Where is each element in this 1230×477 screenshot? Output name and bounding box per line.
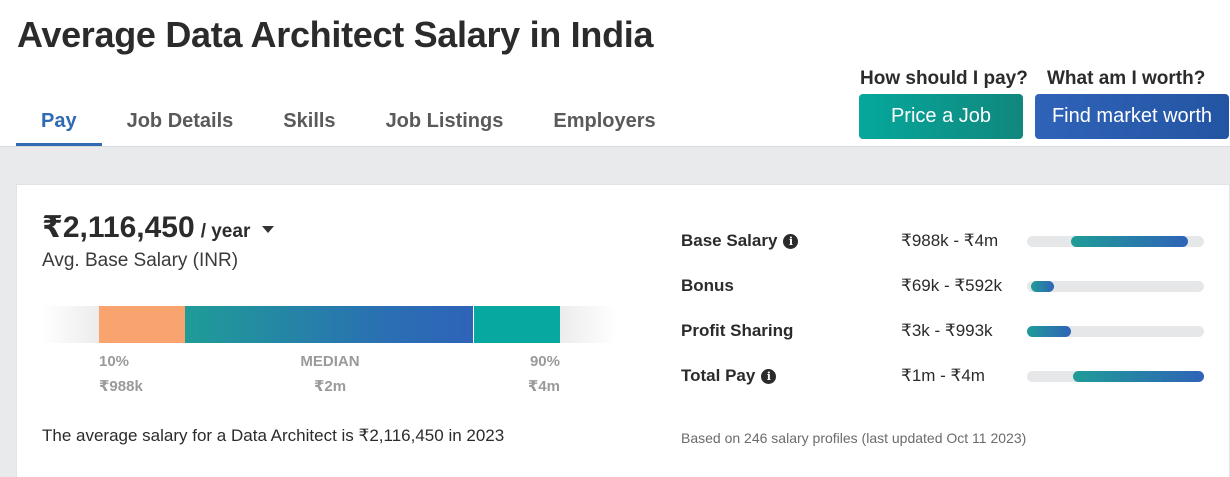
percentile-90-value: ₹4m	[527, 378, 560, 395]
pay-period-label[interactable]: / year	[200, 221, 251, 242]
base-salary-label: Base Salary i	[681, 231, 799, 251]
percentile-10-value: ₹988k	[99, 378, 143, 395]
page-title: Average Data Architect Salary in India	[17, 14, 654, 55]
caret-down-icon[interactable]	[262, 226, 275, 233]
bonus-fill	[1030, 281, 1054, 292]
average-salary-row: ₹2,116,450 / year	[42, 210, 275, 245]
profit-sharing-fill	[1027, 326, 1072, 337]
profit-sharing-text: Profit Sharing	[681, 321, 794, 340]
average-salary-label: Avg. Base Salary (INR)	[42, 250, 239, 271]
total-pay-range: ₹1m - ₹4m	[901, 366, 985, 385]
range-segment-middle	[185, 306, 474, 343]
total-pay-fill	[1073, 371, 1204, 382]
profit-sharing-range: ₹3k - ₹993k	[901, 321, 993, 340]
bonus-label: Bonus	[681, 276, 734, 296]
tab-job-details[interactable]: Job Details	[126, 110, 234, 132]
percentile-median-label: MEDIAN	[300, 353, 360, 370]
price-a-job-button[interactable]: Price a Job	[859, 94, 1023, 139]
base-salary-fill	[1071, 236, 1189, 247]
base-salary-text: Base Salary	[681, 231, 778, 250]
percentile-median-value: ₹2m	[313, 378, 347, 395]
percentile-10-label: 10%	[99, 353, 130, 370]
profit-sharing-track	[1027, 326, 1204, 337]
page-header: Average Data Architect Salary in India P…	[0, 0, 1230, 146]
base-salary-track	[1027, 236, 1204, 247]
base-salary-range: ₹988k - ₹4m	[901, 231, 999, 250]
tab-pay[interactable]: Pay	[16, 104, 102, 146]
salary-footnote: Based on 246 salary profiles (last updat…	[681, 430, 1027, 446]
tab-skills[interactable]: Skills	[283, 110, 336, 132]
total-pay-track	[1027, 371, 1204, 382]
profit-sharing-label: Profit Sharing	[681, 321, 793, 341]
range-segment-low	[99, 306, 185, 343]
range-segment-high	[474, 306, 560, 343]
tab-employers[interactable]: Employers	[553, 110, 656, 132]
tab-job-listings[interactable]: Job Listings	[385, 110, 504, 132]
total-pay-text: Total Pay	[681, 366, 756, 385]
median-marker	[473, 310, 474, 339]
bonus-range: ₹69k - ₹592k	[901, 276, 1003, 295]
salary-range-bar	[42, 306, 617, 343]
info-icon[interactable]: i	[761, 368, 777, 384]
price-question: How should I pay?	[860, 68, 1028, 89]
average-salary-sentence: The average salary for a Data Architect …	[42, 426, 505, 445]
market-question: What am I worth?	[1047, 68, 1206, 89]
percentile-90-label: 90%	[529, 353, 560, 370]
bonus-track	[1027, 281, 1204, 292]
range-fade-left	[42, 306, 99, 343]
range-fade-right	[560, 306, 617, 343]
total-pay-label: Total Pay i	[681, 366, 777, 386]
info-icon[interactable]: i	[783, 233, 799, 249]
tab-bar: Pay Job Details Skills Job Listings Empl…	[16, 104, 681, 146]
average-salary-value: ₹2,116,450	[42, 211, 195, 244]
find-market-worth-button[interactable]: Find market worth	[1035, 94, 1229, 139]
bonus-text: Bonus	[681, 276, 734, 295]
